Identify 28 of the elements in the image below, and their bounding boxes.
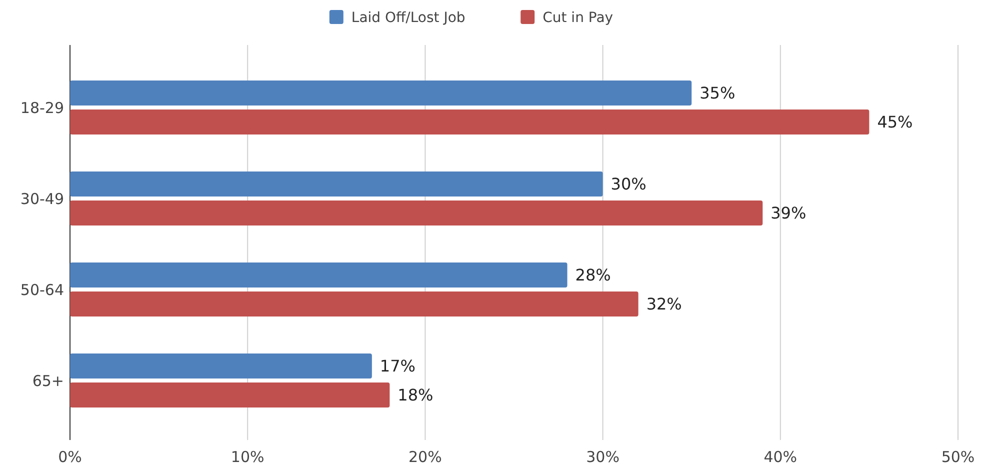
bar — [70, 80, 692, 106]
bar — [70, 262, 568, 288]
data-label: 18% — [398, 386, 434, 405]
x-tick-label: 40% — [764, 448, 798, 466]
x-tick-label: 20% — [408, 448, 442, 466]
bar — [70, 110, 870, 134]
bar — [70, 172, 603, 196]
bar — [70, 200, 763, 226]
x-tick-label: 50% — [941, 448, 975, 466]
bar — [70, 292, 638, 316]
data-label: 17% — [380, 356, 416, 376]
legend-label: Cut in Pay — [542, 10, 614, 26]
x-tick-label: 0% — [58, 448, 82, 466]
bar — [70, 354, 372, 378]
data-label: 35% — [700, 84, 736, 103]
data-label: 45% — [877, 112, 913, 132]
x-tick-label: 10% — [230, 448, 264, 466]
x-tick-label: 30% — [586, 448, 620, 466]
data-label: 28% — [575, 266, 611, 285]
data-label: 39% — [770, 204, 806, 223]
y-tick-label: 30-49 — [20, 190, 64, 208]
y-tick-label: 50-64 — [20, 280, 64, 299]
data-label: 32% — [646, 294, 682, 314]
bar — [70, 382, 390, 408]
y-tick-label: 18-29 — [20, 98, 64, 117]
y-tick-label: 65+ — [32, 372, 64, 390]
data-label: 30% — [610, 174, 646, 194]
legend-label: Laid Off/Lost Job — [351, 10, 466, 26]
